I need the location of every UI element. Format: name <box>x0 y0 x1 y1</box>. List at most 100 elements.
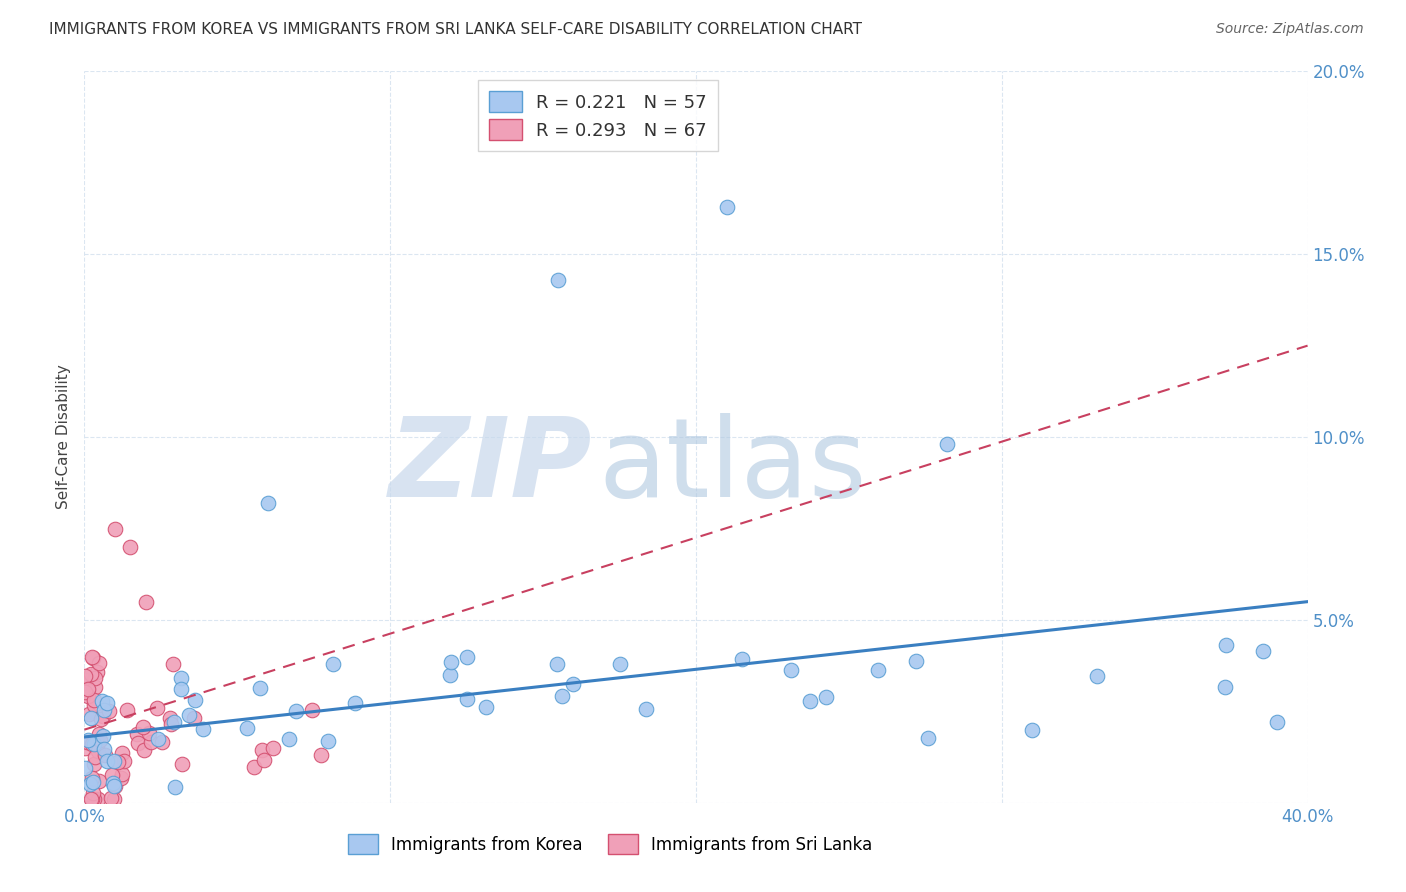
Point <box>316 734 339 748</box>
Point <box>100 791 122 805</box>
Point <box>935 437 957 451</box>
Point <box>146 732 169 747</box>
Point <box>90 694 112 708</box>
Point <box>98 705 121 719</box>
Point <box>257 496 280 510</box>
Point <box>104 521 127 535</box>
Point <box>456 649 478 664</box>
Point <box>170 682 193 697</box>
Point <box>1215 638 1237 652</box>
Point <box>79 711 101 725</box>
Point <box>904 654 927 668</box>
Point <box>76 733 98 747</box>
Point <box>815 690 838 705</box>
Point <box>76 681 98 696</box>
Point <box>80 650 103 665</box>
Point <box>73 761 96 775</box>
Point <box>301 703 323 717</box>
Point <box>562 677 585 691</box>
Point <box>87 744 110 758</box>
Point <box>86 665 108 680</box>
Point <box>77 682 100 697</box>
Point <box>77 707 100 722</box>
Point <box>93 742 115 756</box>
Point <box>779 663 801 677</box>
Point <box>82 792 104 806</box>
Point <box>89 733 111 747</box>
Point <box>235 721 257 735</box>
Point <box>127 727 149 741</box>
Point <box>103 780 125 794</box>
Point <box>103 754 125 768</box>
Point <box>101 776 124 790</box>
Point <box>82 786 104 800</box>
Point <box>73 669 96 683</box>
Point <box>75 673 97 687</box>
Point <box>117 703 139 717</box>
Text: ZIP: ZIP <box>388 413 592 520</box>
Point <box>439 668 461 682</box>
Point <box>170 671 193 685</box>
Point <box>546 657 568 671</box>
Point <box>551 689 574 703</box>
Point <box>127 736 149 750</box>
Point <box>193 723 215 737</box>
Point <box>184 693 207 707</box>
Point <box>87 774 110 789</box>
Point <box>103 780 125 794</box>
Point <box>159 711 181 725</box>
Text: IMMIGRANTS FROM KOREA VS IMMIGRANTS FROM SRI LANKA SELF-CARE DISABILITY CORRELAT: IMMIGRANTS FROM KOREA VS IMMIGRANTS FROM… <box>49 22 862 37</box>
Point <box>82 737 104 751</box>
Point <box>80 666 103 681</box>
Point <box>309 748 332 763</box>
Point <box>456 692 478 706</box>
Point <box>80 792 103 806</box>
Point <box>75 685 97 699</box>
Point <box>96 755 118 769</box>
Point <box>83 692 105 706</box>
Point <box>135 594 157 608</box>
Point <box>77 689 100 703</box>
Text: Source: ZipAtlas.com: Source: ZipAtlas.com <box>1216 22 1364 37</box>
Point <box>87 792 110 806</box>
Point <box>179 707 201 722</box>
Point <box>83 680 105 694</box>
Point <box>284 704 307 718</box>
Point <box>107 755 129 769</box>
Point <box>243 760 266 774</box>
Point <box>1085 669 1108 683</box>
Point <box>162 657 184 671</box>
Point <box>139 734 162 748</box>
Point <box>90 712 112 726</box>
Point <box>103 792 125 806</box>
Point <box>112 754 135 768</box>
Point <box>83 792 105 806</box>
Point <box>83 738 105 752</box>
Point <box>165 780 187 794</box>
Point <box>111 746 134 760</box>
Point <box>82 651 104 665</box>
Point <box>93 703 115 717</box>
Point <box>1265 715 1288 730</box>
Point <box>82 772 104 786</box>
Point <box>132 743 155 757</box>
Point <box>917 731 939 745</box>
Legend: Immigrants from Korea, Immigrants from Sri Lanka: Immigrants from Korea, Immigrants from S… <box>342 828 879 860</box>
Point <box>249 681 271 695</box>
Point <box>120 540 142 554</box>
Point <box>474 699 496 714</box>
Point <box>868 663 890 677</box>
Point <box>101 768 124 782</box>
Point <box>83 749 105 764</box>
Point <box>132 721 155 735</box>
Point <box>716 200 738 214</box>
Point <box>250 742 273 756</box>
Point <box>278 732 301 747</box>
Point <box>322 657 344 672</box>
Point <box>96 696 118 710</box>
Point <box>440 655 463 669</box>
Point <box>87 727 110 741</box>
Point <box>799 694 821 708</box>
Point <box>344 696 367 710</box>
Point <box>146 700 169 714</box>
